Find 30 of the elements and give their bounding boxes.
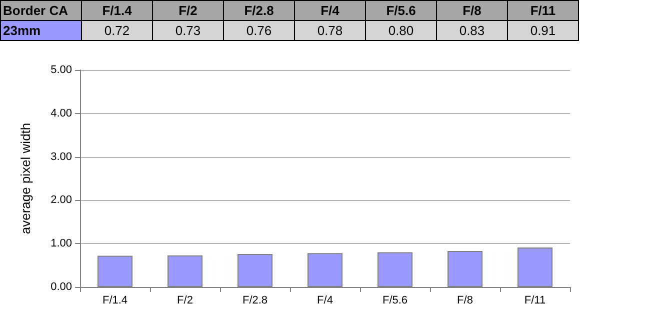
y-tick-label: 3.00 [50, 150, 72, 163]
data-label: 0.73 [152, 20, 224, 40]
data-label: 0.83 [436, 20, 508, 40]
data-label: 0.91 [508, 20, 578, 40]
x-tick-label: F/5.6 [382, 294, 408, 306]
category-label: F/4 [320, 3, 340, 18]
y-axis-title: average pixel width [18, 122, 33, 234]
category-label: F/5.6 [386, 3, 416, 18]
y-tick-label: 5.00 [50, 64, 72, 76]
data-label: 0.76 [224, 20, 294, 40]
chart-title: Border CA [0, 0, 82, 20]
x-tick-label: F/8 [457, 294, 473, 306]
category-label: F/1.4 [102, 3, 132, 18]
x-tick-label: F/4 [317, 294, 333, 306]
x-tick-label: F/11 [524, 294, 546, 306]
data-label: 0.80 [366, 20, 436, 40]
y-tick-label: 0.00 [50, 281, 72, 293]
y-tick-label: 2.00 [50, 194, 72, 206]
category-label: F/11 [530, 3, 556, 18]
x-tick-label: F/2 [177, 294, 193, 306]
legend-swatch-cell: 23mm [0, 20, 82, 40]
x-tick-label: F/1.4 [102, 294, 128, 306]
category-label: F/2.8 [244, 3, 274, 18]
y-tick-label: 4.00 [50, 107, 72, 120]
x-tick-label: F/2.8 [242, 294, 268, 306]
category-label: F/2 [178, 3, 198, 18]
category-label: F/8 [462, 3, 482, 18]
data-label: 0.78 [294, 20, 366, 40]
y-tick-label: 1.00 [50, 238, 72, 250]
data-label: 0.72 [82, 20, 152, 40]
